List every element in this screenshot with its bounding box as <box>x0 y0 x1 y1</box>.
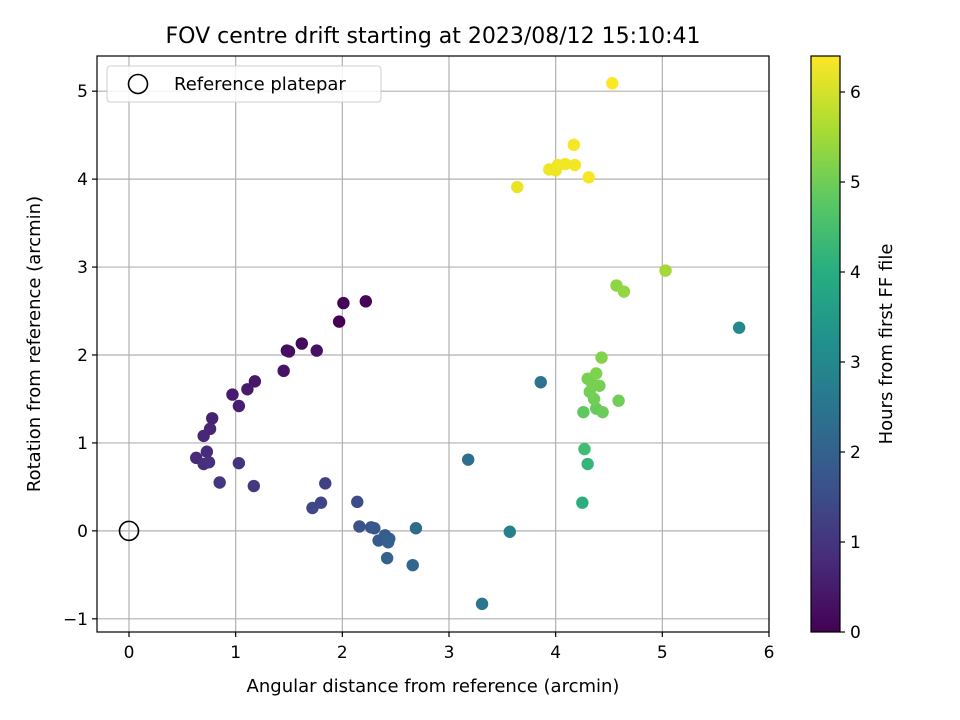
data-point <box>306 501 319 515</box>
reference-platepar-marker <box>118 520 140 542</box>
data-point <box>581 457 594 471</box>
x-tick-label: 1 <box>230 643 241 663</box>
data-point <box>462 453 475 466</box>
data-point <box>595 351 608 364</box>
data-point <box>200 445 214 458</box>
data-point <box>503 525 516 538</box>
data-point <box>590 367 603 380</box>
colorbar-tick-label: 1 <box>850 533 861 553</box>
colorbar: 0 1 2 3 4 5 6 Hours from first FF file <box>810 55 897 643</box>
data-point <box>282 345 296 358</box>
y-tick-label: 0 <box>77 522 88 542</box>
data-point <box>534 376 547 389</box>
colorbar-tick-label: 4 <box>850 263 861 283</box>
data-point <box>576 496 589 509</box>
data-point <box>617 285 631 298</box>
x-tick-label: 6 <box>764 643 775 663</box>
data-point <box>577 405 590 419</box>
grid-lines <box>97 56 770 632</box>
colorbar-tick-label: 0 <box>850 623 861 643</box>
chart-title: FOV centre drift starting at 2023/08/12 … <box>166 24 701 49</box>
data-point <box>310 344 323 357</box>
data-point <box>248 375 262 388</box>
data-point <box>568 158 582 172</box>
data-point <box>359 295 372 308</box>
data-point <box>332 315 346 328</box>
data-point <box>559 157 572 171</box>
data-point <box>582 171 595 184</box>
data-point <box>295 337 308 350</box>
data-point <box>380 551 394 565</box>
data-point <box>277 364 290 378</box>
data-point <box>247 479 260 493</box>
y-tick-label: 3 <box>77 258 88 278</box>
data-point <box>475 597 489 611</box>
y-axis-ticks: −1 0 1 2 3 4 5 <box>63 82 97 630</box>
legend-marker-icon <box>127 73 149 95</box>
x-tick-label: 4 <box>550 643 561 663</box>
data-point <box>659 264 672 277</box>
data-point <box>732 321 746 334</box>
data-point <box>226 388 239 401</box>
colorbar-tick-label: 6 <box>850 83 861 103</box>
data-point <box>232 399 246 413</box>
colorbar-tick-label: 2 <box>850 443 861 463</box>
y-tick-label: 4 <box>77 170 88 190</box>
x-tick-label: 5 <box>657 643 668 663</box>
data-point <box>596 405 609 419</box>
colorbar-tick-label: 5 <box>850 173 861 193</box>
data-point <box>406 558 419 572</box>
y-tick-label: −1 <box>63 610 88 630</box>
data-point <box>319 477 332 490</box>
x-axis-ticks: 0 1 2 3 4 5 6 <box>124 632 775 663</box>
y-tick-label: 2 <box>77 346 88 366</box>
data-points <box>190 77 746 611</box>
data-point <box>232 456 246 470</box>
y-tick-label: 1 <box>77 434 88 454</box>
y-tick-label: 5 <box>77 82 88 102</box>
data-point <box>606 77 619 90</box>
colorbar-tick-label: 3 <box>850 353 861 373</box>
colorbar-frame <box>810 55 841 633</box>
data-point <box>197 429 210 443</box>
plot-frame <box>96 55 770 633</box>
x-tick-label: 0 <box>124 643 135 663</box>
data-point <box>206 412 219 425</box>
x-tick-label: 3 <box>444 643 455 663</box>
y-axis-label: Rotation from reference (arcmin) <box>24 196 45 492</box>
data-point <box>213 476 226 489</box>
data-point <box>368 522 381 535</box>
colorbar-ticks: 0 1 2 3 4 5 6 <box>840 83 861 643</box>
data-point <box>202 456 216 469</box>
colorbar-gradient <box>811 56 840 632</box>
data-point <box>409 522 423 535</box>
x-tick-label: 2 <box>337 643 348 663</box>
data-point <box>351 495 364 509</box>
legend-box <box>106 65 382 103</box>
data-point <box>578 442 591 456</box>
data-point <box>567 138 580 152</box>
legend-label: Reference platepar <box>174 74 346 95</box>
data-point <box>241 383 254 396</box>
data-point <box>353 520 366 533</box>
data-point <box>337 296 350 310</box>
x-axis-label: Angular distance from reference (arcmin) <box>247 676 620 697</box>
data-point <box>511 180 524 194</box>
data-point <box>382 536 395 549</box>
legend: Reference platepar <box>106 65 382 103</box>
colorbar-label: Hours from first FF file <box>876 244 897 445</box>
data-point <box>612 394 625 407</box>
